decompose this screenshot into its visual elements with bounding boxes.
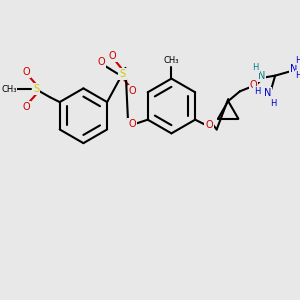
Text: H: H <box>296 56 300 64</box>
Text: H: H <box>296 71 300 80</box>
Text: O: O <box>22 67 30 77</box>
Text: S: S <box>119 69 126 79</box>
Text: O: O <box>128 118 136 129</box>
Text: CH₃: CH₃ <box>1 85 16 94</box>
Text: H: H <box>254 87 261 96</box>
Text: O: O <box>22 102 30 112</box>
Text: N: N <box>264 88 271 98</box>
Text: H: H <box>252 63 259 72</box>
Text: O: O <box>128 86 136 96</box>
Text: CH₃: CH₃ <box>164 56 179 65</box>
Text: S: S <box>33 84 39 94</box>
Text: N: N <box>258 71 265 81</box>
Text: N: N <box>290 64 297 74</box>
Text: H: H <box>270 98 276 107</box>
Text: O: O <box>109 51 117 61</box>
Text: O: O <box>250 80 257 90</box>
Text: O: O <box>97 57 105 67</box>
Text: O: O <box>205 120 213 130</box>
